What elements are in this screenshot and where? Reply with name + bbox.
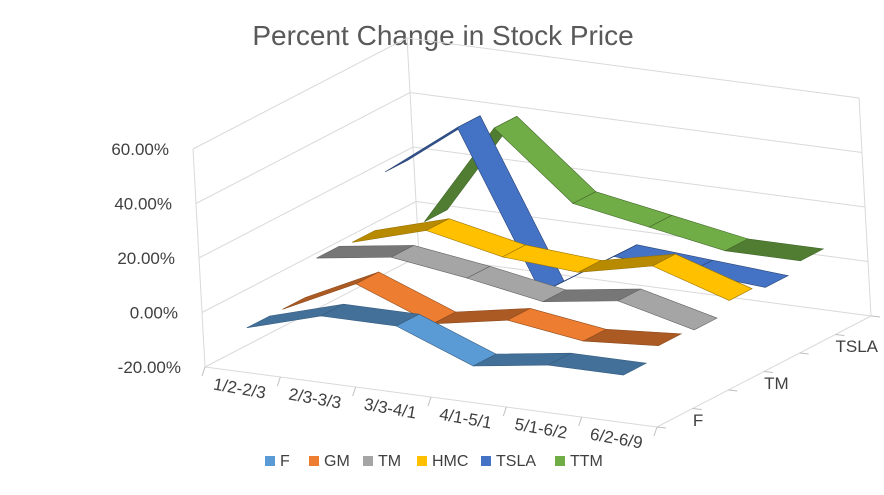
depth-tick-mark — [656, 426, 667, 429]
ribbon-segment — [651, 253, 753, 301]
x-tick-mark — [276, 376, 281, 387]
legend-label: TM — [378, 453, 401, 470]
depth-tick-label: TSLA — [836, 337, 879, 356]
x-axis: 1/2-2/3 2/3-3/3 3/3-4/1 4/1-5/1 5/1-6/2 6/2-6… — [212, 375, 644, 453]
depth-tick-mark — [870, 315, 881, 318]
ribbon-segment — [648, 214, 749, 252]
depth-axis: F TM TSLA — [693, 337, 879, 430]
legend-swatch — [555, 456, 565, 466]
wall-edge — [406, 37, 420, 257]
x-tick-mark — [502, 406, 507, 417]
x-tick-label: 4/1-5/1 — [438, 405, 493, 433]
legend-item-gm: GM — [309, 453, 350, 470]
legend-swatch — [481, 456, 491, 466]
x-tick-mark — [201, 366, 206, 377]
legend-item-tm: TM — [363, 453, 401, 470]
series-hmc — [352, 218, 753, 301]
y-tick-label: -20.00% — [118, 358, 181, 377]
x-tick-mark — [653, 426, 658, 437]
series-gm — [282, 271, 683, 347]
legend-label: HMC — [432, 453, 468, 470]
ribbon-segment — [688, 259, 789, 288]
x-tick-mark — [352, 386, 357, 397]
series-f — [246, 303, 648, 376]
legend-item-ttm: TTM — [555, 453, 603, 470]
chart-title: Percent Change in Stock Price — [252, 20, 633, 51]
ribbon-segment — [724, 238, 825, 262]
wall-edge — [858, 97, 872, 317]
depth-tick-mark — [835, 334, 845, 336]
floor-edge — [204, 315, 872, 428]
legend-swatch — [417, 456, 427, 466]
wall-edge — [192, 148, 206, 368]
legend-label: GM — [324, 453, 350, 470]
legend-swatch — [309, 456, 319, 466]
x-tick-label: 2/3-3/3 — [287, 385, 342, 413]
x-tick-label: 3/3-4/1 — [363, 395, 418, 423]
floor — [201, 315, 881, 437]
y-tick-label: 60.00% — [111, 140, 169, 159]
x-tick-label: 1/2-2/3 — [212, 375, 267, 403]
series-ribbons — [246, 115, 825, 376]
legend-label: TSLA — [496, 453, 536, 470]
ribbon-segment — [547, 352, 648, 376]
ribbon-segment — [282, 271, 379, 310]
depth-tick-mark — [763, 371, 774, 373]
y-axis: -20.00% 0.00% 20.00% 40.00% 60.00% — [111, 140, 181, 377]
legend-label: F — [280, 453, 290, 470]
series-tm — [316, 245, 718, 331]
legend: F GM TM HMC TSLA TTM — [265, 453, 603, 470]
depth-tick-mark — [728, 389, 738, 392]
depth-tick-label: F — [693, 411, 703, 430]
legend-item-tsla: TSLA — [481, 453, 536, 470]
legend-item-f: F — [265, 453, 290, 470]
depth-tick-label: TM — [764, 374, 789, 393]
y-tick-label: 0.00% — [130, 304, 178, 323]
x-tick-mark — [427, 396, 432, 407]
legend-swatch — [363, 456, 373, 466]
ribbon-segment — [617, 288, 718, 331]
ribbon-segment — [582, 328, 683, 347]
ribbon-segment — [506, 308, 608, 342]
x-tick-label: 6/2-6/9 — [589, 425, 644, 453]
y-tick-label: 40.00% — [114, 195, 172, 214]
ribbon-segment — [572, 191, 673, 228]
legend-swatch — [265, 456, 275, 466]
x-tick-label: 5/1-6/2 — [513, 415, 568, 443]
legend-label: TTM — [570, 453, 603, 470]
depth-tick-mark — [692, 408, 702, 410]
depth-tick-mark — [799, 352, 809, 355]
y-tick-label: 20.00% — [117, 249, 175, 268]
x-tick-mark — [578, 416, 583, 427]
legend-item-hmc: HMC — [417, 453, 468, 470]
ribbon-segment — [390, 245, 491, 279]
